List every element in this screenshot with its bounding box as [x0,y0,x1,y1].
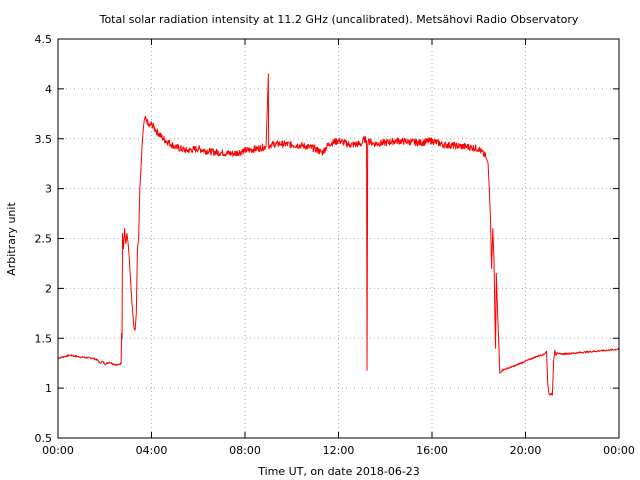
x-axis-label: Time UT, on date 2018-06-23 [257,465,420,478]
y-tick-label: 0.5 [35,432,53,445]
y-tick-label: 1 [45,382,52,395]
y-tick-label: 3.5 [35,133,53,146]
chart-title: Total solar radiation intensity at 11.2 … [99,13,579,26]
y-tick-label: 2.5 [35,233,53,246]
series-layer [57,73,620,396]
x-tick-label: 00:00 [42,444,74,457]
series-line [57,73,620,396]
x-tick-label: 20:00 [510,444,542,457]
x-tick-label: 04:00 [136,444,168,457]
grid-lines [58,39,619,438]
y-tick-label: 4.5 [35,33,53,46]
y-tick-label: 3 [45,183,52,196]
tick-layer: 00:00 04:00 08:00 12:00 16:00 20:00 00:000.511… [35,33,635,457]
y-axis-label: Arbitrary unit [5,202,18,276]
y-tick-label: 1.5 [35,332,53,345]
y-tick-label: 2 [45,282,52,295]
x-tick-label: 16:00 [416,444,448,457]
x-tick-label: 08:00 [229,444,261,457]
y-tick-label: 4 [45,83,52,96]
x-tick-label: 00:00 [603,444,635,457]
x-tick-label: 12:00 [323,444,355,457]
